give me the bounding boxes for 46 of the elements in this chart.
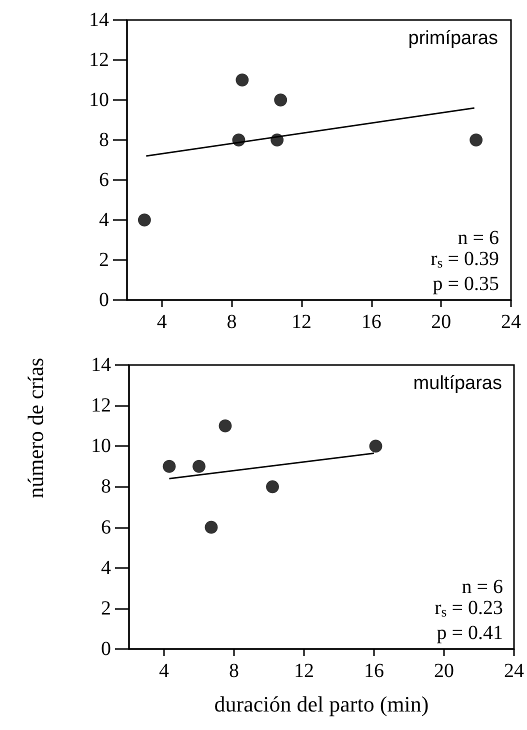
point [162,460,176,473]
annotation: p = 0.35 [432,273,499,295]
y-tick-label: 14 [89,9,109,31]
point [236,74,249,86]
x-tick-label: 12 [294,660,314,682]
x-tick-label: 24 [504,660,524,682]
x-tick-label: 8 [229,660,239,682]
point [138,214,151,226]
y-tick-label: 2 [99,249,109,271]
chart-title: primíparas [408,28,498,49]
chart-title: multíparas [413,373,502,394]
y-tick-label: 12 [89,49,109,71]
y-tick-label: 10 [91,435,111,458]
point [218,419,232,432]
x-tick-label: 16 [364,660,384,682]
point [369,440,382,453]
y-tick-label: 8 [99,129,109,151]
y-tick-label: 4 [101,556,111,579]
y-tick-label: 12 [91,394,111,417]
x-tick-label: 4 [159,660,169,682]
point [274,94,288,106]
annotation: p = 0.41 [436,622,503,644]
x-axis-title: duración del parto (min) [214,692,429,716]
y-axis-title: número de crías [23,358,49,498]
y-tick-label: 8 [101,476,111,498]
y-tick-label: 0 [101,638,111,660]
point [470,134,483,146]
y-tick-label: 4 [99,209,109,231]
x-tick-label: 16 [361,311,382,333]
y-tick-label: 14 [91,354,111,376]
y-tick-label: 0 [99,289,109,311]
point [192,460,206,473]
x-tick-label: 24 [501,311,521,333]
point [204,520,218,534]
x-tick-label: 20 [431,311,452,333]
annotation: n = 6 [462,576,503,598]
x-tick-label: 20 [434,660,454,682]
y-tick-label: 6 [99,169,109,191]
y-tick-label: 6 [101,516,111,538]
y-tick-label: 10 [89,89,109,111]
x-tick-label: 8 [226,311,237,333]
point [266,480,279,494]
x-tick-label: 12 [292,311,312,333]
y-tick-label: 2 [101,597,111,620]
annotation: n = 6 [458,227,499,249]
x-tick-label: 4 [156,311,167,333]
